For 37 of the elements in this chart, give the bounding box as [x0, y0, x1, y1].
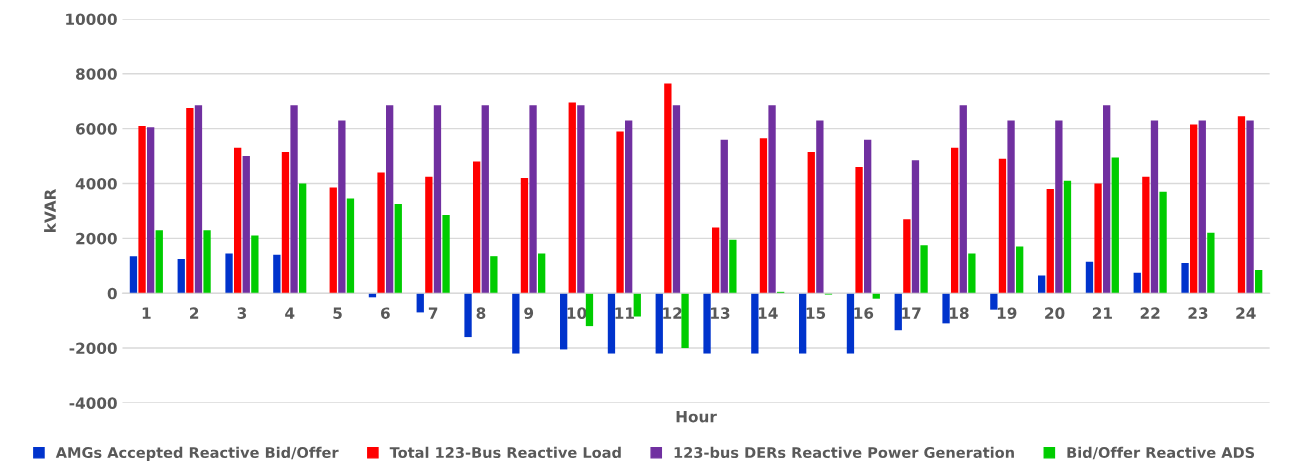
x-tick-label: 8	[476, 307, 486, 319]
y-tick-label: 0	[107, 287, 117, 300]
x-tick-label: 19	[997, 307, 1017, 319]
x-tick-label: 24	[1236, 307, 1256, 319]
x-tick-label: 10	[567, 307, 587, 319]
x-tick-label: 23	[1188, 307, 1208, 319]
x-tick-label: 9	[524, 307, 534, 319]
x-tick-label: 1	[142, 307, 151, 319]
x-tick-label: 16	[854, 307, 874, 319]
x-tick-label: 20	[1045, 307, 1065, 319]
x-tick-label: 7	[428, 307, 438, 319]
y-tick-label: -4000	[69, 397, 117, 409]
x-tick-label: 5	[333, 307, 342, 319]
y-tick-label: 2000	[76, 232, 117, 245]
x-tick-label: 22	[1140, 307, 1160, 319]
y-tick-label: 8000	[76, 68, 117, 80]
x-tick-label: 3	[237, 307, 247, 319]
y-axis-title: kVAR	[44, 188, 56, 232]
x-tick-label: 4	[285, 307, 295, 319]
x-tick-label: 11	[615, 307, 634, 319]
legend-label: Total 123-Bus Reactive Load	[389, 446, 621, 459]
x-tick-label: 14	[758, 307, 778, 319]
x-axis-title: Hour	[676, 411, 717, 423]
x-tick-label: 13	[711, 307, 730, 319]
y-tick-label: 10000	[66, 13, 117, 25]
legend-label: Bid/Offer Reactive ADS	[1067, 446, 1255, 460]
y-tick-label: 4000	[75, 177, 117, 190]
x-tick-label: 2	[190, 307, 199, 319]
x-tick-label: 18	[950, 307, 969, 319]
x-tick-label: 15	[806, 307, 826, 319]
x-tick-label: 6	[380, 307, 390, 319]
y-tick-label: -2000	[69, 342, 117, 355]
x-tick-label: 17	[902, 307, 921, 319]
legend-label: AMGs Accepted Reactive Bid/Offer	[55, 446, 339, 461]
legend-label: 123-bus DERs Reactive Power Generation	[674, 446, 1014, 459]
y-tick-label: 6000	[76, 123, 117, 135]
x-tick-label: 21	[1092, 307, 1112, 319]
